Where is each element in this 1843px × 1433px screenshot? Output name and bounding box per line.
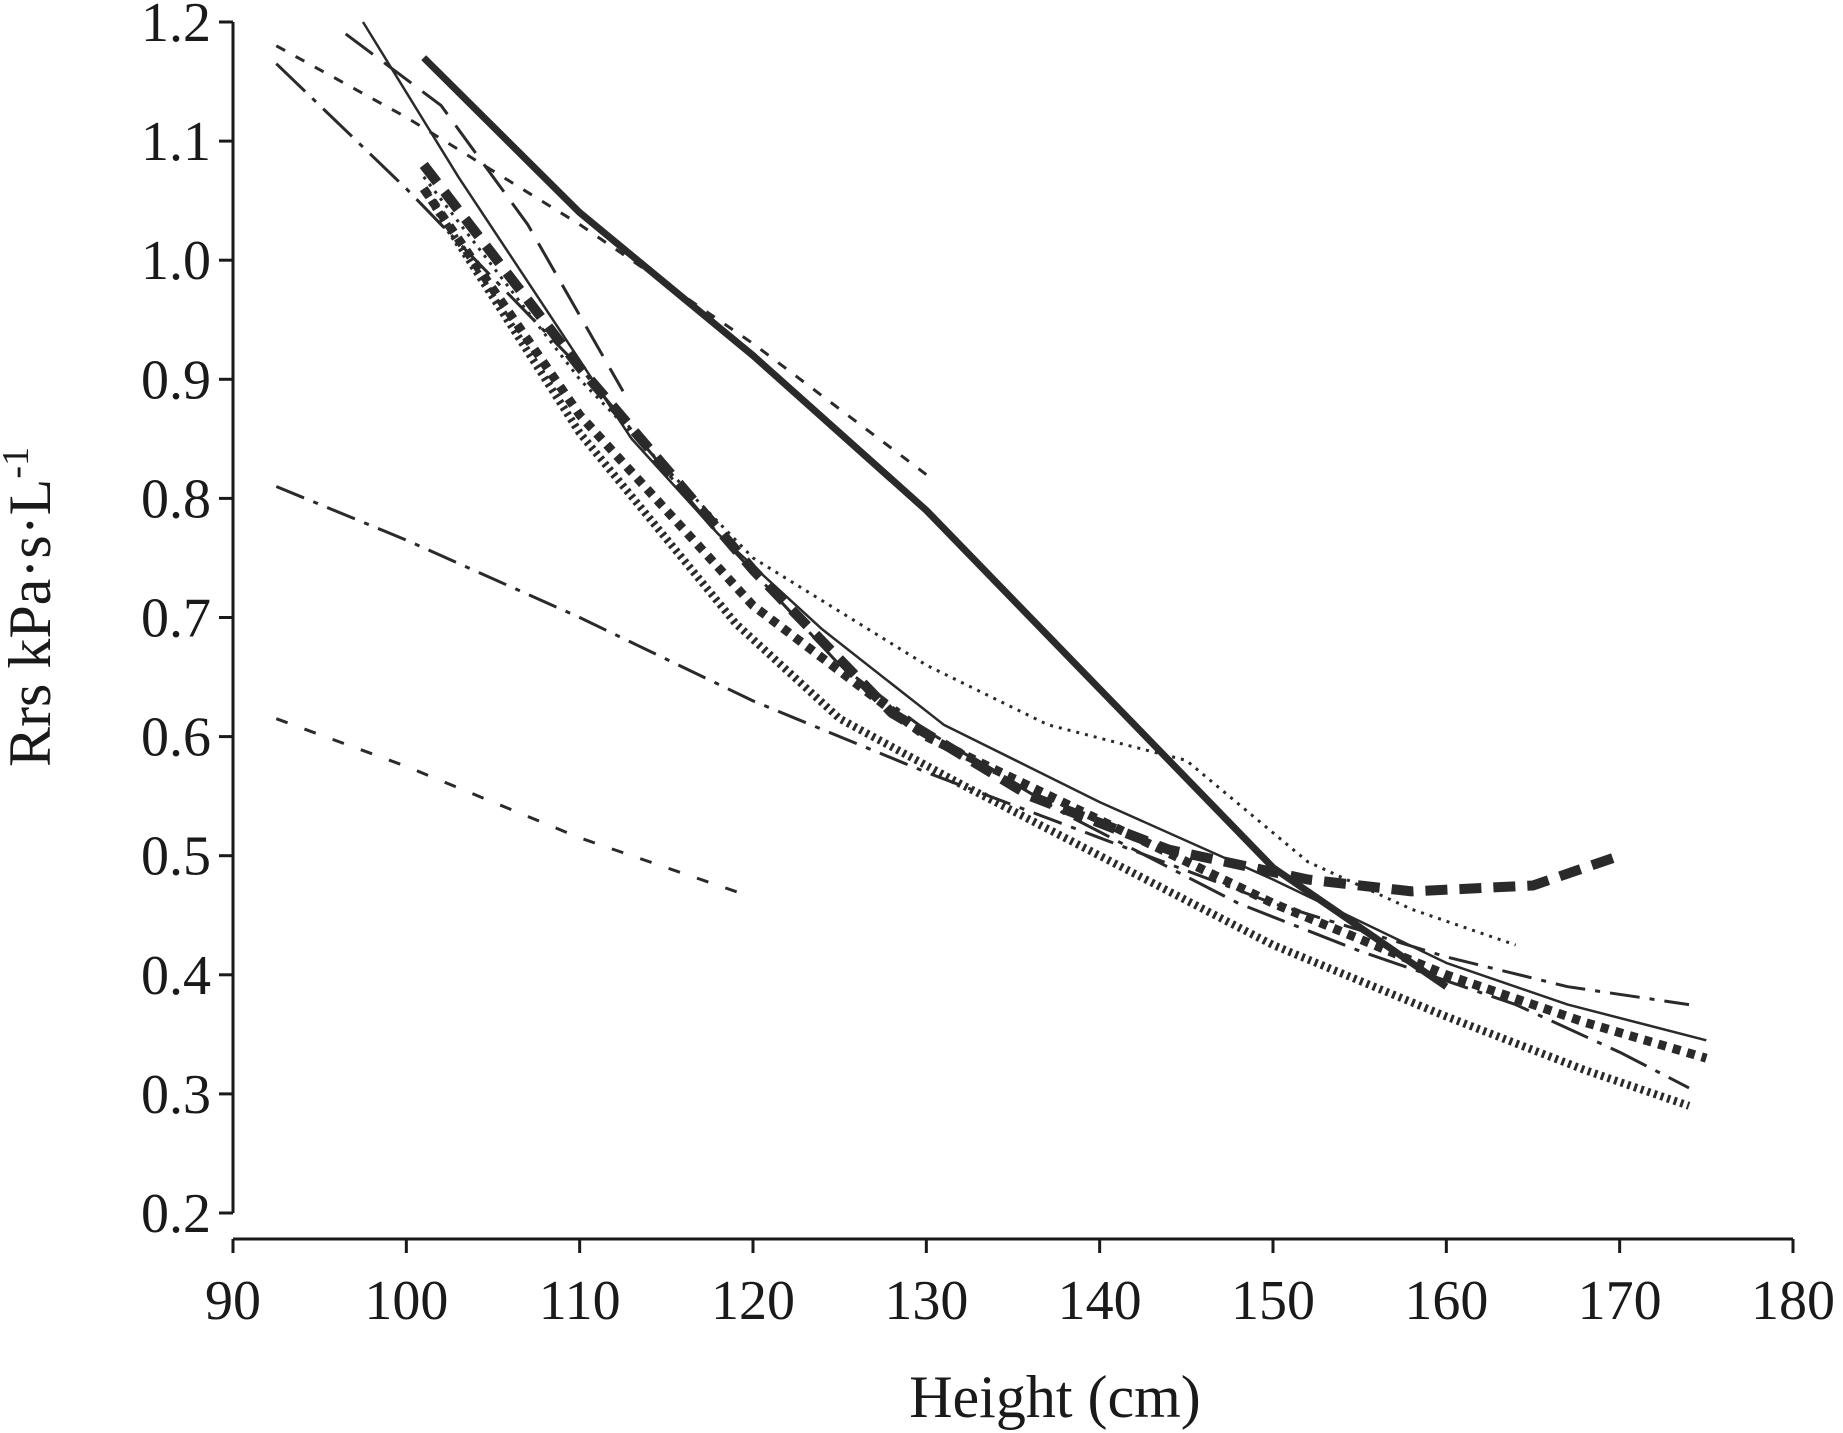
y-tick-label: 1.0 <box>141 230 211 292</box>
x-axis-title: Height (cm) <box>909 1364 1201 1430</box>
y-axis-title-superscript: -1 <box>0 447 37 479</box>
x-tick-label: 110 <box>539 1270 621 1332</box>
axes <box>219 20 1795 1253</box>
y-tick-label: 0.2 <box>141 1183 211 1245</box>
series-line-thick-dot <box>419 186 1708 1063</box>
x-tick-label: 90 <box>205 1270 261 1332</box>
y-tick-label: 0.7 <box>141 588 211 650</box>
x-tick-label: 170 <box>1578 1270 1662 1332</box>
series-line-long-dash <box>344 32 625 392</box>
y-tick-label: 0.3 <box>141 1064 211 1126</box>
series-line-dash-dot <box>275 485 1690 1007</box>
y-tick-label: 1.2 <box>141 0 211 54</box>
series-line-solid-thin <box>361 21 1707 1042</box>
series-line-short-dash <box>275 44 928 476</box>
series-line-sparse-dash <box>275 717 754 899</box>
series-line-fine-dot <box>422 175 1517 947</box>
x-tick-label: 150 <box>1231 1270 1315 1332</box>
y-tick-label: 0.6 <box>141 707 211 769</box>
y-tick-label: 0.8 <box>141 468 211 530</box>
x-tick-label: 130 <box>884 1270 968 1332</box>
y-tick-label: 0.5 <box>141 826 211 888</box>
x-tick-label: 100 <box>364 1270 448 1332</box>
series-line-solid-thick <box>421 55 1449 990</box>
x-tick-label: 180 <box>1751 1270 1835 1332</box>
y-axis-title-main: Rrs kPa·s·L <box>0 479 63 767</box>
x-tick-label: 120 <box>711 1270 795 1332</box>
y-tick-label: 0.4 <box>141 945 211 1007</box>
y-tick-label: 0.9 <box>141 349 211 411</box>
tick-labels: 0.2 0.3 0.4 0.5 0.6 0.7 0.8 0.9 1.0 1.1 1.2 90 100 11… <box>141 0 1835 1332</box>
x-tick-label: 140 <box>1058 1270 1142 1332</box>
y-axis-title: Rrs kPa·s·L-1 <box>0 447 63 767</box>
y-tick-label: 1.1 <box>141 111 211 173</box>
x-tick-label: 160 <box>1404 1270 1488 1332</box>
series-layer <box>275 21 1708 1110</box>
